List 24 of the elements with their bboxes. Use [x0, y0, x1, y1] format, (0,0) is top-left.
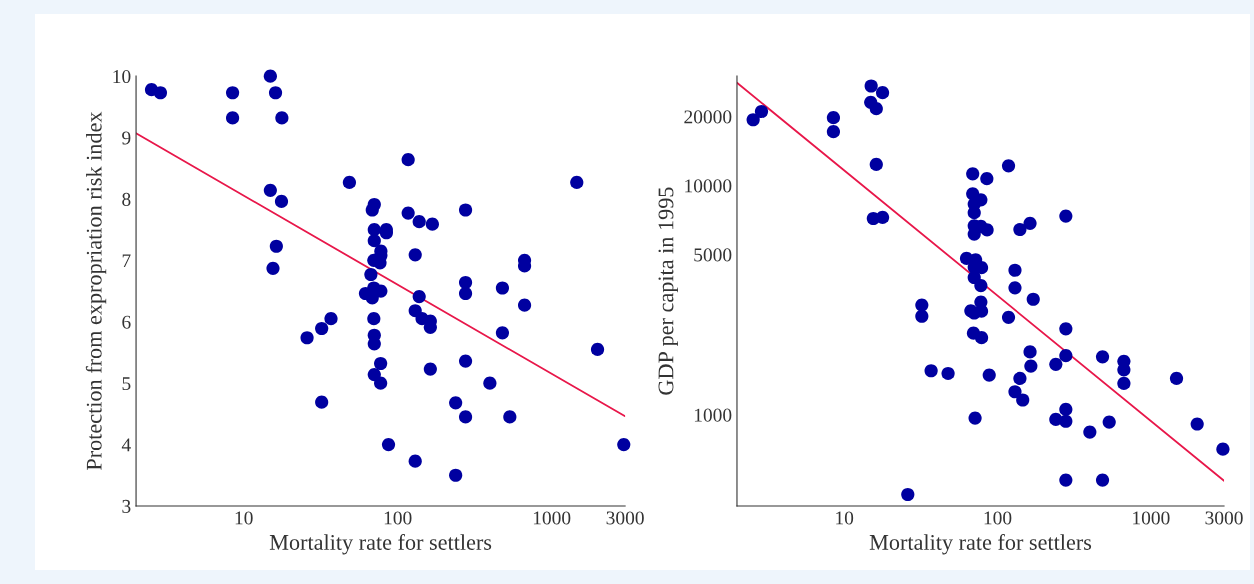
y-tick-label: 1000	[694, 408, 732, 422]
y-tick-label: 6	[122, 315, 131, 329]
x-tick-label: 100	[384, 511, 412, 525]
x-tick-label: 3000	[1205, 511, 1243, 525]
y-tick-label: 9	[122, 131, 131, 145]
y-tick-label: 5	[122, 377, 131, 391]
y-tick-label: 3	[122, 499, 131, 513]
y-tick-label: 10000	[685, 179, 732, 193]
y-tick-label: 20000	[684, 110, 732, 124]
y-tick-label: 8	[122, 192, 131, 206]
y-axis-title: Protection from expropriation risk index	[85, 111, 107, 471]
x-tick-label: 1000	[533, 511, 571, 525]
x-tick-label: 3000	[606, 511, 644, 525]
y-tick-label: 4	[121, 438, 131, 452]
y-tick-label: 7	[122, 254, 131, 268]
x-tick-label: 1000	[1133, 511, 1170, 525]
x-axis-title: Mortality rate for settlers	[269, 534, 492, 555]
y-tick-label: 10	[113, 69, 131, 84]
y-tick-label: 5000	[694, 248, 732, 262]
x-tick-label: 10	[235, 511, 253, 525]
x-tick-label: 100	[984, 511, 1012, 525]
x-tick-label: 10	[836, 511, 854, 525]
x-axis-title: Mortality rate for settlers	[869, 534, 1092, 555]
y-axis-title: GDP per capita in 1995	[658, 187, 678, 395]
